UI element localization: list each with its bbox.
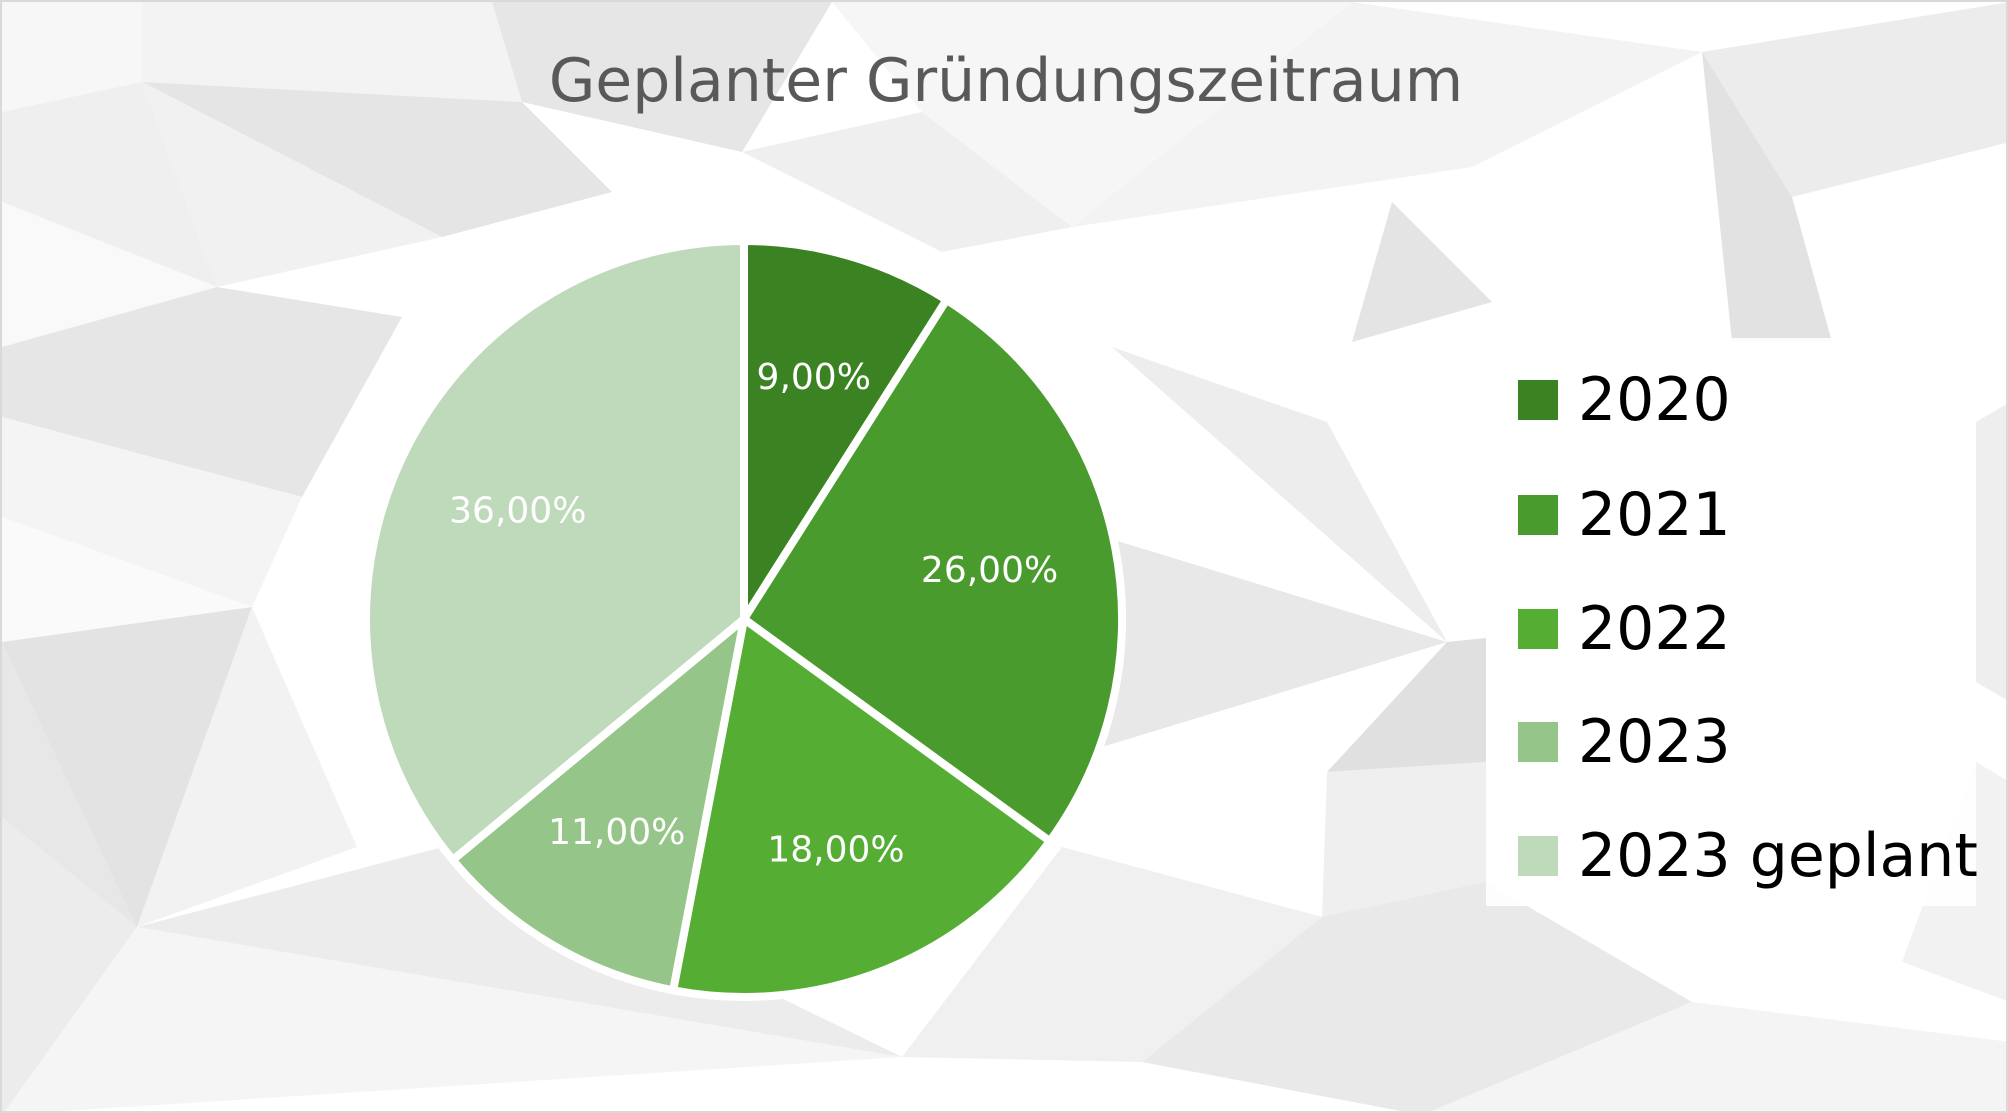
legend-swatch	[1518, 380, 1558, 420]
legend-swatch	[1518, 836, 1558, 876]
data-label: 26,00%	[921, 550, 1058, 591]
legend-item: 2023	[1518, 702, 1731, 782]
legend-swatch	[1518, 495, 1558, 535]
chart-title: Geplanter Gründungszeitraum	[548, 46, 1464, 116]
legend-label: 2022	[1578, 594, 1731, 664]
pie-slice-2021	[740, 295, 1127, 846]
legend-label: 2020	[1578, 365, 1731, 435]
pie-slice-2023-geplant	[362, 237, 748, 864]
legend-label: 2021	[1578, 480, 1731, 550]
legend-item: 2020	[1518, 360, 1731, 440]
pie-slice-2020	[740, 237, 951, 623]
pie-slice-2023	[448, 615, 748, 995]
data-label: 18,00%	[767, 829, 904, 870]
data-label: 9,00%	[757, 357, 871, 398]
legend-label: 2023	[1578, 707, 1731, 777]
legend-item: 2021	[1518, 475, 1731, 555]
legend-label: 2023 geplant	[1578, 821, 1978, 891]
legend-item: 2023 geplant	[1518, 816, 1978, 896]
data-label: 36,00%	[449, 491, 586, 532]
legend: 2020 2021 2022 2023 2023 geplant	[1486, 338, 1978, 906]
pie-slice-2022	[669, 615, 1054, 1001]
legend-swatch	[1518, 609, 1558, 649]
legend-swatch	[1518, 722, 1558, 762]
data-label: 11,00%	[548, 812, 685, 853]
legend-item: 2022	[1518, 589, 1731, 669]
